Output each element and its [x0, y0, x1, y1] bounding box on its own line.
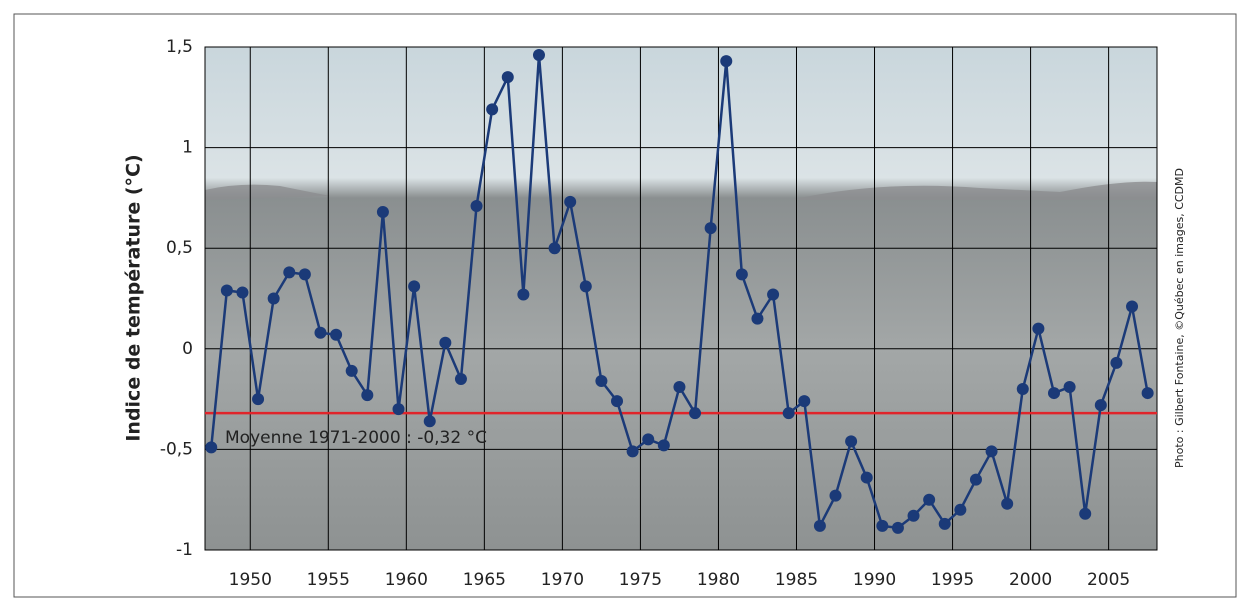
data-point [939, 518, 951, 530]
data-point [1048, 387, 1060, 399]
data-point [408, 280, 420, 292]
data-point [346, 365, 358, 377]
x-tick-label: 1985 [775, 570, 818, 590]
data-point [221, 284, 233, 296]
data-point [517, 288, 529, 300]
data-point [1079, 508, 1091, 520]
y-tick-label: 0,5 [166, 238, 193, 258]
data-point [268, 293, 280, 305]
y-tick-label: 1,5 [166, 37, 193, 57]
data-point [377, 206, 389, 218]
x-tick-label: 2000 [1009, 570, 1052, 590]
data-point [1001, 498, 1013, 510]
data-point [627, 445, 639, 457]
data-point [611, 395, 623, 407]
data-point [689, 407, 701, 419]
data-point [861, 472, 873, 484]
data-point [705, 222, 717, 234]
data-point [580, 280, 592, 292]
data-point [361, 389, 373, 401]
data-point [908, 510, 920, 522]
x-tick-label: 1950 [229, 570, 272, 590]
y-tick-label: 0 [182, 339, 193, 359]
data-point [1142, 387, 1154, 399]
x-tick-label: 1970 [541, 570, 584, 590]
data-point [502, 71, 514, 83]
data-point [876, 520, 888, 532]
data-point [439, 337, 451, 349]
data-point [424, 415, 436, 427]
data-point [299, 268, 311, 280]
data-point [1126, 301, 1138, 313]
data-point [751, 313, 763, 325]
data-point [205, 441, 217, 453]
data-point [767, 288, 779, 300]
x-tick-label: 2005 [1087, 570, 1130, 590]
data-point [673, 381, 685, 393]
data-point [845, 435, 857, 447]
data-point [970, 474, 982, 486]
data-point [642, 433, 654, 445]
data-point [798, 395, 810, 407]
data-point [830, 490, 842, 502]
y-tick-label: -1 [176, 540, 193, 560]
x-tick-label: 1980 [697, 570, 740, 590]
photo-background [205, 47, 1157, 550]
y-tick-label: 1 [182, 138, 193, 158]
data-point [892, 522, 904, 534]
y-tick-label: -0,5 [160, 439, 193, 459]
data-point [783, 407, 795, 419]
data-point [393, 403, 405, 415]
data-point [1110, 357, 1122, 369]
data-point [986, 445, 998, 457]
x-tick-label: 1955 [307, 570, 350, 590]
data-point [486, 103, 498, 115]
mean-label: Moyenne 1971-2000 : -0,32 °C [225, 428, 487, 448]
data-point [283, 266, 295, 278]
data-point [549, 242, 561, 254]
x-tick-label: 1990 [853, 570, 896, 590]
data-point [720, 55, 732, 67]
data-point [1017, 383, 1029, 395]
data-point [330, 329, 342, 341]
data-point [814, 520, 826, 532]
y-axis-label: Indice de température (°C) [123, 154, 145, 441]
data-point [252, 393, 264, 405]
x-tick-label: 1965 [463, 570, 506, 590]
data-point [455, 373, 467, 385]
data-point [595, 375, 607, 387]
x-tick-label: 1975 [619, 570, 662, 590]
data-point [236, 286, 248, 298]
data-point [736, 268, 748, 280]
data-point [564, 196, 576, 208]
data-point [1095, 399, 1107, 411]
data-point [1032, 323, 1044, 335]
data-point [533, 49, 545, 61]
data-point [471, 200, 483, 212]
x-tick-label: 1960 [385, 570, 428, 590]
data-point [658, 439, 670, 451]
data-point [954, 504, 966, 516]
data-point [923, 494, 935, 506]
data-point [1064, 381, 1076, 393]
chart: -1 -0,5 0 0,5 1 1,5 1950 1955 1960 1965 1970 1975 19… [0, 0, 1250, 611]
photo-credit: Photo : Gilbert Fontaine, ©Québec en ima… [1173, 168, 1186, 468]
x-tick-label: 1995 [931, 570, 974, 590]
data-point [314, 327, 326, 339]
